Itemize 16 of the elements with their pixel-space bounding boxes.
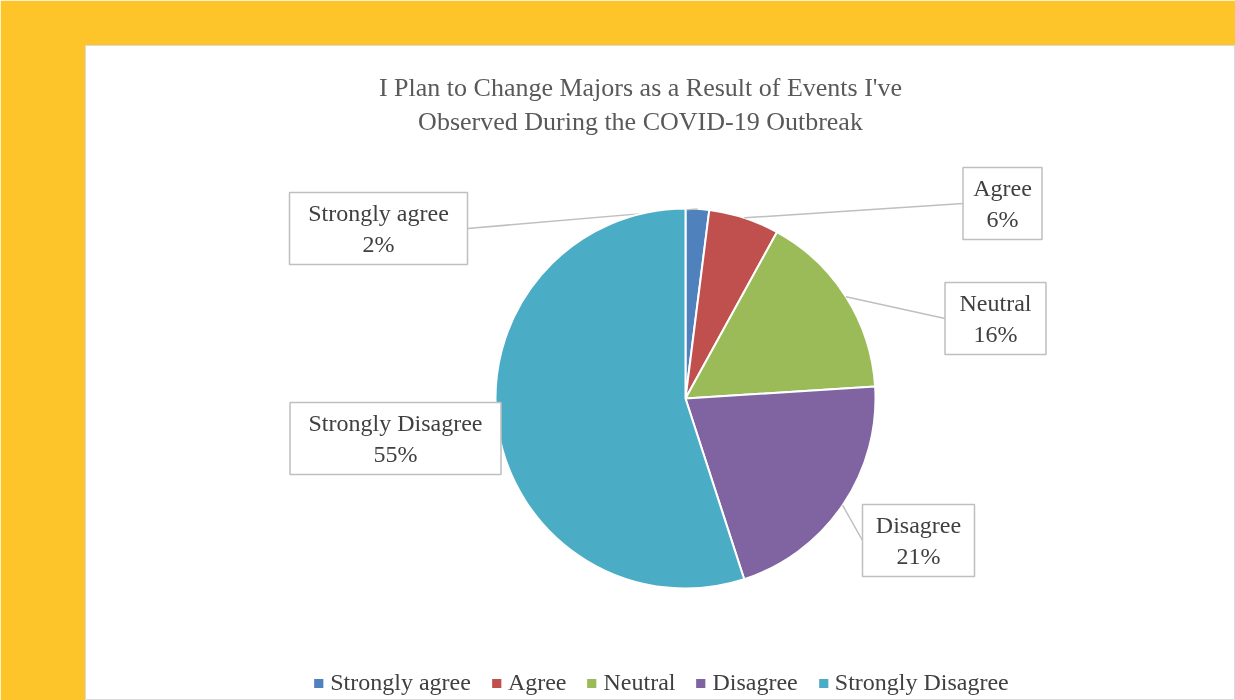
slice-label: Strongly agree — [308, 199, 449, 226]
data-label: 16% — [973, 321, 1018, 348]
chart-title: I Plan to Change Majors as a Result of Events I've Observed During the COVID-19 Outbreak — [378, 72, 903, 137]
slice-label: Strongly Disagree — [308, 409, 483, 436]
data-label: 55% — [373, 441, 418, 468]
data-label: 6% — [986, 206, 1019, 233]
data-label: 2% — [362, 231, 395, 258]
legend-label: Agree — [507, 669, 567, 696]
slice-label: Agree — [973, 174, 1032, 201]
legend-label: Neutral — [603, 669, 676, 696]
slice-label: Neutral — [959, 289, 1032, 316]
slice-label: Disagree — [875, 511, 962, 538]
legend-label: Disagree — [712, 669, 798, 696]
legend-label: Strongly agree — [330, 669, 471, 696]
legend-label: Strongly Disagree — [834, 669, 1009, 696]
data-label: 21% — [896, 543, 941, 570]
